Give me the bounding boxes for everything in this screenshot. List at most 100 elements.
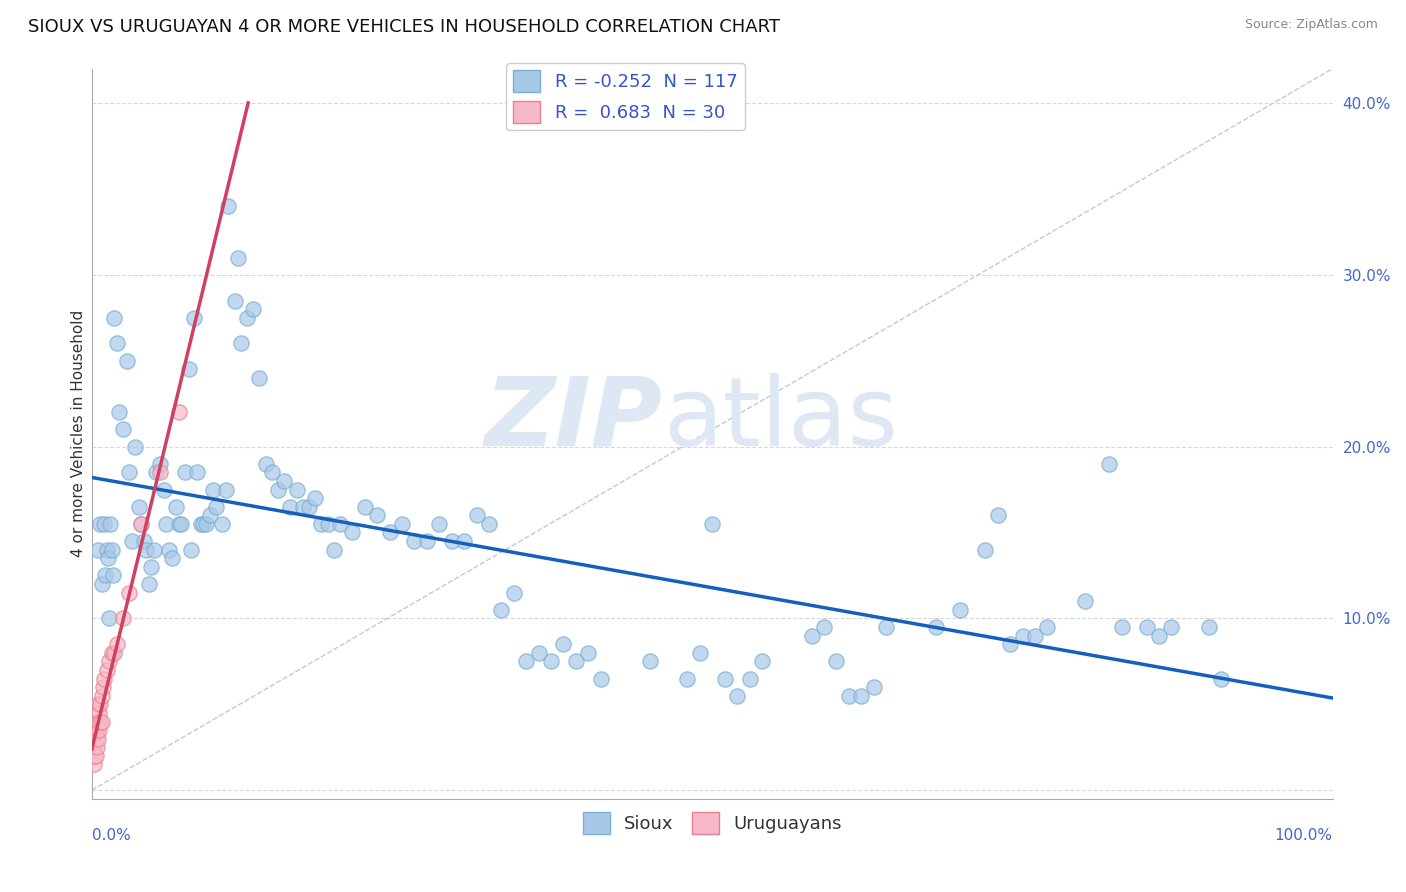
Point	[101, 568, 124, 582]
Point	[90, 577, 112, 591]
Point	[1147, 629, 1170, 643]
Point	[90, 689, 112, 703]
Point	[825, 654, 848, 668]
Point	[131, 516, 153, 531]
Point	[1136, 620, 1159, 634]
Point	[725, 689, 748, 703]
Point	[152, 483, 174, 497]
Point	[502, 585, 524, 599]
Point	[217, 199, 239, 213]
Legend: Sioux, Uruguayans: Sioux, Uruguayans	[575, 805, 849, 841]
Point	[838, 689, 860, 703]
Point	[118, 466, 141, 480]
Point	[103, 310, 125, 325]
Point	[198, 508, 221, 523]
Point	[93, 672, 115, 686]
Point	[322, 542, 344, 557]
Point	[94, 568, 117, 582]
Point	[998, 637, 1021, 651]
Point	[149, 466, 172, 480]
Point	[83, 740, 105, 755]
Point	[162, 551, 184, 566]
Point	[84, 723, 107, 738]
Point	[100, 646, 122, 660]
Point	[291, 500, 314, 514]
Point	[316, 516, 339, 531]
Point	[589, 672, 612, 686]
Point	[128, 500, 150, 514]
Point	[974, 542, 997, 557]
Point	[108, 405, 131, 419]
Point	[89, 516, 111, 531]
Point	[131, 516, 153, 531]
Point	[366, 508, 388, 523]
Point	[1073, 594, 1095, 608]
Point	[118, 585, 141, 599]
Point	[260, 466, 283, 480]
Text: 100.0%: 100.0%	[1275, 828, 1333, 843]
Point	[98, 611, 121, 625]
Point	[229, 336, 252, 351]
Point	[215, 483, 238, 497]
Point	[87, 714, 110, 729]
Point	[689, 646, 711, 660]
Point	[565, 654, 588, 668]
Point	[1198, 620, 1220, 634]
Point	[576, 646, 599, 660]
Point	[311, 516, 333, 531]
Point	[103, 646, 125, 660]
Point	[226, 251, 249, 265]
Point	[267, 483, 290, 497]
Point	[465, 508, 488, 523]
Point	[453, 534, 475, 549]
Point	[800, 629, 823, 643]
Text: 0.0%: 0.0%	[91, 828, 131, 843]
Point	[89, 698, 111, 712]
Point	[1098, 457, 1121, 471]
Point	[105, 336, 128, 351]
Point	[83, 757, 105, 772]
Point	[1011, 629, 1033, 643]
Point	[96, 542, 118, 557]
Point	[416, 534, 439, 549]
Point	[84, 748, 107, 763]
Point	[353, 500, 375, 514]
Point	[93, 516, 115, 531]
Point	[491, 603, 513, 617]
Point	[186, 466, 208, 480]
Point	[170, 516, 193, 531]
Point	[167, 516, 190, 531]
Point	[149, 457, 172, 471]
Point	[145, 466, 167, 480]
Point	[342, 525, 364, 540]
Point	[924, 620, 946, 634]
Point	[115, 353, 138, 368]
Point	[90, 714, 112, 729]
Point	[949, 603, 972, 617]
Point	[138, 577, 160, 591]
Point	[173, 466, 195, 480]
Point	[540, 654, 562, 668]
Point	[1111, 620, 1133, 634]
Point	[132, 534, 155, 549]
Point	[329, 516, 352, 531]
Point	[713, 672, 735, 686]
Point	[86, 714, 108, 729]
Point	[254, 457, 277, 471]
Point	[111, 422, 134, 436]
Point	[427, 516, 450, 531]
Point	[702, 516, 724, 531]
Point	[105, 637, 128, 651]
Point	[165, 500, 187, 514]
Point	[391, 516, 413, 531]
Point	[100, 542, 122, 557]
Point	[280, 500, 302, 514]
Point	[304, 491, 326, 505]
Point	[190, 516, 212, 531]
Point	[378, 525, 401, 540]
Point	[676, 672, 699, 686]
Point	[124, 440, 146, 454]
Point	[87, 542, 110, 557]
Point	[875, 620, 897, 634]
Point	[89, 723, 111, 738]
